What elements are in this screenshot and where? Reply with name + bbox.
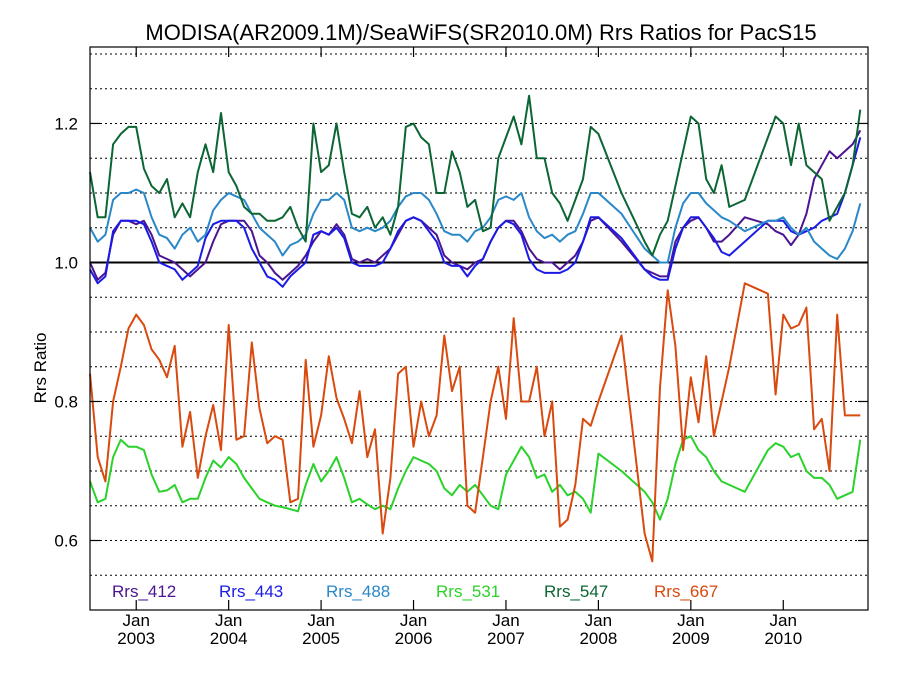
y-axis-label: Rrs Ratio (31, 333, 50, 404)
series-line-rrs-488 (89, 188, 862, 264)
x-axis-ticks: Jan2003Jan2004Jan2005Jan2006Jan2007Jan20… (117, 47, 802, 648)
legend-entry-rrs-531: Rrs_531 (436, 582, 500, 601)
legend-entry-rrs-547: Rrs_547 (544, 582, 608, 601)
series-line-rrs-412 (89, 129, 862, 281)
x-tick-label-year: 2010 (764, 629, 802, 648)
x-tick-label-month: Jan (307, 611, 334, 630)
series-line-rrs-531 (89, 435, 862, 521)
x-tick-label-year: 2004 (210, 629, 248, 648)
chart-title: MODISA(AR2009.1M)/SeaWiFS(SR2010.0M) Rrs… (145, 20, 816, 45)
legend: Rrs_412 Rrs_443 Rrs_488 Rrs_531 Rrs_547 Rrs_6… (112, 582, 718, 601)
legend-entry-rrs-412: Rrs_412 (112, 582, 176, 601)
series-line-rrs-547 (89, 94, 862, 257)
x-tick-label-year: 2008 (579, 629, 617, 648)
x-tick-label-year: 2003 (117, 629, 155, 648)
x-tick-label-month: Jan (123, 611, 150, 630)
x-tick-label-month: Jan (215, 611, 242, 630)
x-tick-label-year: 2007 (487, 629, 525, 648)
series-line-rrs-443 (89, 137, 862, 288)
legend-entry-rrs-488: Rrs_488 (326, 582, 390, 601)
x-tick-label-year: 2005 (302, 629, 340, 648)
x-tick-label-month: Jan (585, 611, 612, 630)
y-tick-label: 0.6 (54, 531, 78, 550)
y-tick-label: 1.0 (54, 253, 78, 272)
series-lines (89, 94, 862, 563)
x-tick-label-month: Jan (770, 611, 797, 630)
y-tick-label: 0.8 (54, 392, 78, 411)
legend-entry-rrs-443: Rrs_443 (219, 582, 283, 601)
x-tick-label-year: 2009 (672, 629, 710, 648)
x-tick-label-year: 2006 (395, 629, 433, 648)
x-tick-label-month: Jan (677, 611, 704, 630)
x-tick-label-month: Jan (492, 611, 519, 630)
x-tick-label-month: Jan (400, 611, 427, 630)
legend-entry-rrs-667: Rrs_667 (654, 582, 718, 601)
y-axis-ticks: 0.6 0.8 1.0 1.2 (54, 114, 868, 550)
y-tick-label: 1.2 (54, 114, 78, 133)
series-line-rrs-667 (89, 282, 861, 563)
plot-frame (89, 46, 869, 611)
